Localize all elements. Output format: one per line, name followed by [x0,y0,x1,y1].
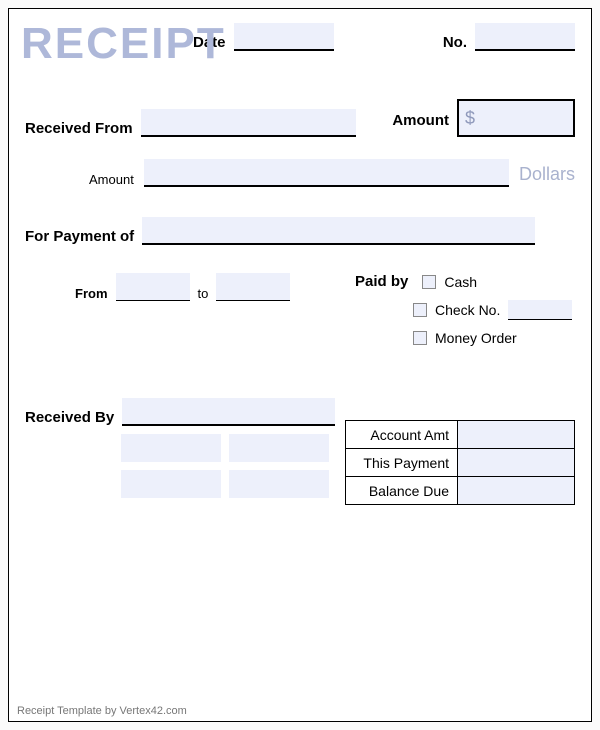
table-row: Balance Due [346,477,575,505]
received-by-left: Received By [25,380,335,506]
currency-symbol: $ [465,108,475,129]
amount-box[interactable]: $ [457,99,575,137]
money-order-checkbox[interactable] [413,331,427,345]
balance-due-label: Balance Due [346,477,458,505]
check-label: Check No. [435,302,500,318]
received-by-section: Received By Account Amt This Payment [25,380,575,506]
check-number-field[interactable] [508,300,572,320]
for-payment-label: For Payment of [25,228,134,245]
received-from-row: Received From Amount $ [25,99,575,137]
amount-label: Amount [392,112,449,129]
received-by-field[interactable] [122,398,335,426]
received-from-field[interactable] [141,109,357,137]
received-by-label: Received By [25,409,114,426]
summary-table: Account Amt This Payment Balance Due [345,420,575,505]
dollars-suffix: Dollars [519,164,575,187]
account-amt-label: Account Amt [346,421,458,449]
received-by-extra-2[interactable] [229,434,329,462]
from-field[interactable] [116,273,190,301]
amount-words-field[interactable] [144,159,509,187]
to-field[interactable] [216,273,290,301]
table-row: This Payment [346,449,575,477]
received-by-extra-3[interactable] [121,470,221,498]
received-by-extra-4[interactable] [229,470,329,498]
paid-by-group: Paid by Cash Check No. Money Order [355,273,575,356]
receipt-title: RECEIPT [21,19,226,69]
number-field[interactable] [475,23,575,51]
this-payment-value[interactable] [458,449,575,477]
date-field[interactable] [234,23,334,51]
amount-words-label: Amount [89,172,134,187]
this-payment-label: This Payment [346,449,458,477]
number-label: No. [443,34,467,51]
cash-checkbox[interactable] [422,275,436,289]
balance-due-value[interactable] [458,477,575,505]
for-payment-field[interactable] [142,217,535,245]
money-order-label: Money Order [435,330,517,346]
received-by-extra-1[interactable] [121,434,221,462]
receipt-form: RECEIPT Date No. Received From Amount $ … [8,8,592,722]
cash-label: Cash [444,274,477,290]
table-row: Account Amt [346,421,575,449]
paid-by-label: Paid by [355,273,408,290]
period-paidby-row: From to Paid by Cash Check No. Money Ord… [25,273,575,356]
footer-text: Receipt Template by Vertex42.com [17,705,187,717]
for-payment-row: For Payment of [25,217,575,245]
to-label: to [198,286,209,301]
check-checkbox[interactable] [413,303,427,317]
account-amt-value[interactable] [458,421,575,449]
from-label: From [75,286,108,301]
period-group: From to [25,273,290,301]
received-from-label: Received From [25,120,133,137]
amount-words-row: Amount Dollars [25,159,575,187]
